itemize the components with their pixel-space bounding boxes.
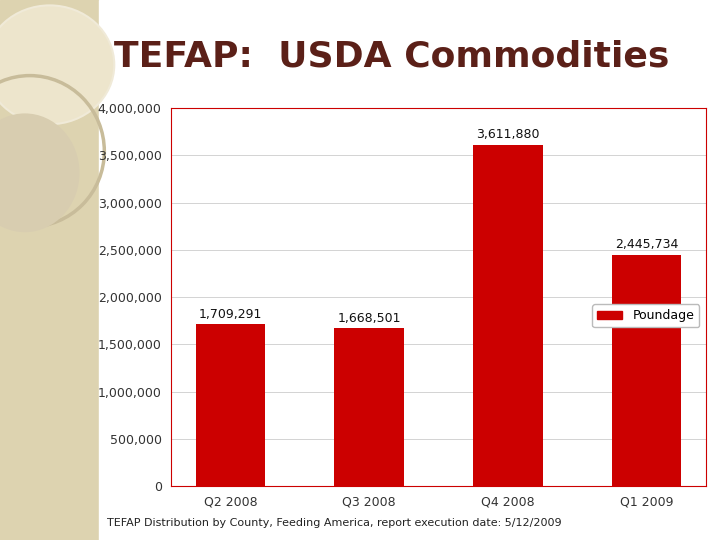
Text: 3,611,880: 3,611,880 [476, 128, 539, 141]
Legend: Poundage: Poundage [593, 305, 699, 327]
Bar [473, 145, 543, 486]
Bar [99, 0, 720, 540]
Bar [334, 328, 404, 486]
Text: TEFAP:  USDA Commodities: TEFAP: USDA Commodities [114, 40, 669, 73]
Ellipse shape [0, 5, 114, 124]
Bar [196, 325, 265, 486]
Text: 2,445,734: 2,445,734 [615, 238, 678, 251]
Text: 1,668,501: 1,668,501 [338, 312, 401, 325]
Text: TEFAP Distribution by County, Feeding America, report execution date: 5/12/2009: TEFAP Distribution by County, Feeding Am… [107, 518, 561, 528]
Bar [612, 255, 681, 486]
Ellipse shape [0, 113, 79, 232]
Text: 1,709,291: 1,709,291 [199, 308, 262, 321]
Bar [0, 0, 99, 540]
